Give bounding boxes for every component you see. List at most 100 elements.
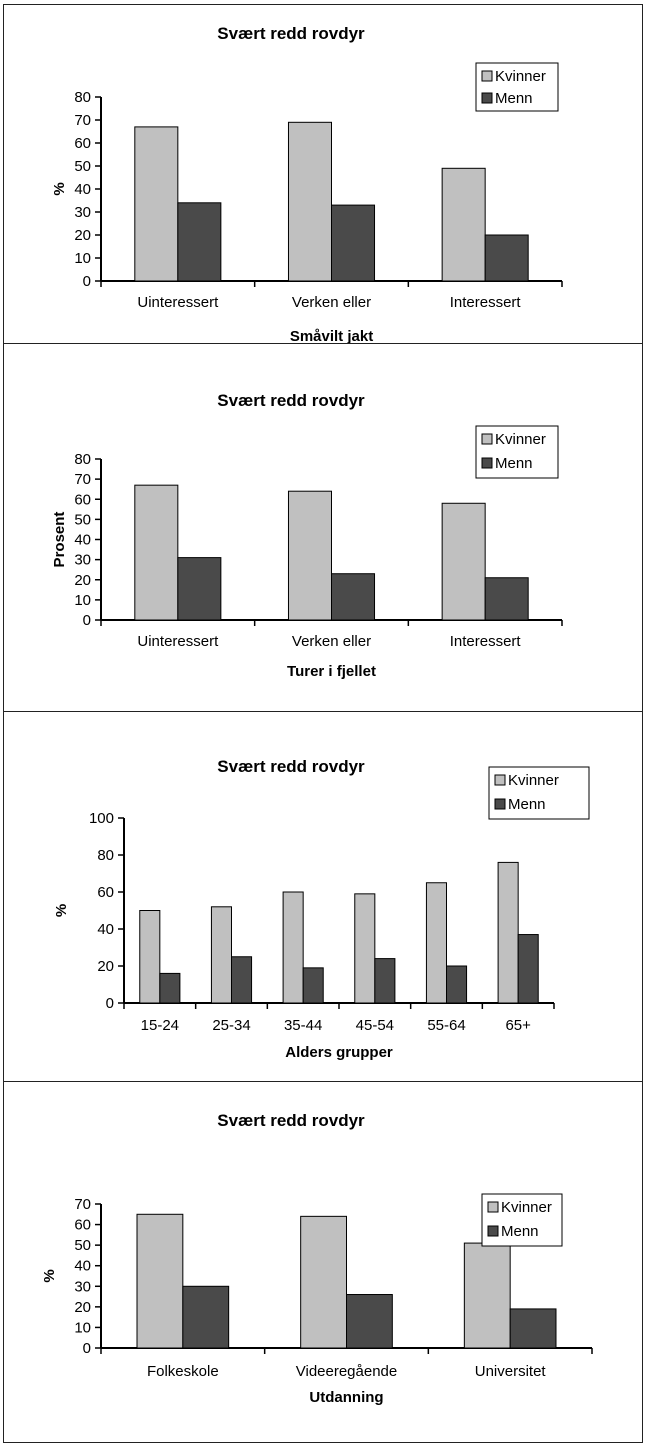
y-tick-label: 20 [74,572,91,589]
chart-svg: Svært redd rovdyr 0 10 20 30 40 50 60 70 80% Uinte… [51,24,563,345]
legend-swatch-menn [494,798,506,810]
bar-kvinner [354,893,376,1004]
legend-label-kvinner: Kvinner [508,772,559,789]
bar-kvinner [287,121,332,282]
bar-kvinner [497,861,519,1004]
y-tick-label: 100 [89,810,114,827]
legend-label-menn: Menn [495,455,533,472]
y-axis-label: % [53,904,70,917]
legend-swatch-kvinner [487,1201,499,1213]
bar-kvinner [441,502,486,621]
y-tick-label: 80 [74,451,91,468]
bar-menn [374,958,396,1004]
y-tick-label: 60 [74,1217,91,1234]
bar-menn [302,967,324,1004]
x-tick-label: Uinteressert [137,294,219,311]
chart-panel-3: Svært redd rovdyr 0 20 40 60 80 100% 15-24 25-34… [3,712,643,1082]
legend-swatch-menn [481,92,493,104]
y-tick-label: 0 [106,995,114,1012]
chart-svg: Svært redd rovdyr 0 20 40 60 80 100% 15-24 25-34… [53,757,590,1061]
bar-menn [446,965,468,1004]
legend-label-menn: Menn [501,1223,539,1240]
y-tick-label: 30 [74,1278,91,1295]
bar-menn [159,972,181,1004]
x-tick-label: Universitet [475,1363,547,1380]
x-tick-label: 15-24 [141,1017,179,1034]
y-tick-label: 60 [74,135,91,152]
x-tick-label: Interessert [450,633,522,650]
bar-kvinner [463,1242,511,1349]
chart-panel-2: Svært redd rovdyr 0 10 20 30 40 50 60 70 80 Prosen… [3,344,643,712]
bar-kvinner [300,1215,348,1349]
y-tick-label: 50 [74,158,91,175]
x-tick-label: Folkeskole [147,1363,219,1380]
bar-menn [484,577,529,621]
bar-kvinner [139,910,161,1004]
x-axis-label: Utdanning [309,1389,383,1406]
y-tick-label: 70 [74,1196,91,1213]
y-tick-label: 10 [74,1319,91,1336]
bar-menn [331,204,376,282]
bar-menn [177,557,222,621]
legend-label-kvinner: Kvinner [501,1199,552,1216]
y-tick-label: 20 [74,227,91,244]
bar-kvinner [210,906,232,1004]
y-tick-label: 0 [83,612,91,629]
y-tick-label: 60 [97,884,114,901]
x-tick-label: Uinteressert [137,633,219,650]
bar-menn [331,573,376,621]
bar-menn [517,934,539,1004]
bar-kvinner [425,882,447,1004]
y-tick-label: 40 [74,1258,91,1275]
y-axis-label: % [41,1269,58,1282]
legend-label-menn: Menn [508,796,546,813]
x-tick-label: Verken eller [292,633,371,650]
y-tick-label: 30 [74,552,91,569]
bar-kvinner [136,1213,184,1349]
x-tick-label: 45-54 [356,1017,394,1034]
x-tick-label: 55-64 [427,1017,465,1034]
y-tick-label: 80 [97,847,114,864]
x-axis-label: Alders grupper [285,1044,393,1061]
y-tick-label: 10 [74,250,91,267]
chart-title: Svært redd rovdyr [217,391,365,410]
y-tick-label: 0 [83,1340,91,1357]
x-tick-label: 25-34 [212,1017,250,1034]
chart-panel-4: Svært redd rovdyr 0 10 20 30 40 50 60 70% Folkesk… [3,1082,643,1443]
legend-label-kvinner: Kvinner [495,68,546,85]
x-tick-label: 65+ [505,1017,531,1034]
x-tick-label: 35-44 [284,1017,322,1034]
y-tick-label: 40 [74,181,91,198]
legend-swatch-kvinner [481,70,493,82]
y-tick-label: 80 [74,89,91,106]
y-tick-label: 10 [74,592,91,609]
y-tick-label: 60 [74,491,91,508]
y-tick-label: 50 [74,1237,91,1254]
x-axis-label: Småvilt jakt [290,328,373,343]
y-axis-label: Prosent [51,512,68,568]
chart-panel-1: Svært redd rovdyr 0 10 20 30 40 50 60 70 80% Uinte… [3,4,643,345]
legend-swatch-menn [487,1225,499,1237]
x-tick-label: Interessert [450,294,522,311]
chart-title: Svært redd rovdyr [217,1111,365,1130]
x-tick-label: Verken eller [292,294,371,311]
legend-swatch-menn [481,457,493,469]
y-tick-label: 0 [83,273,91,290]
bar-menn [484,234,529,282]
x-tick-label: Videeregående [296,1363,397,1380]
bar-menn [509,1308,557,1349]
chart-svg: Svært redd rovdyr 0 10 20 30 40 50 60 70 80 Prosen… [51,391,563,680]
y-tick-label: 20 [74,1299,91,1316]
bar-kvinner [287,490,332,621]
legend-swatch-kvinner [494,774,506,786]
chart-title: Svært redd rovdyr [217,757,365,776]
bar-menn [231,956,253,1004]
y-tick-label: 40 [97,921,114,938]
y-tick-label: 70 [74,112,91,129]
y-axis-label: % [51,182,68,195]
x-axis-label: Turer i fjellet [287,663,376,680]
y-tick-label: 50 [74,511,91,528]
legend-label-menn: Menn [495,90,533,107]
chart-title: Svært redd rovdyr [217,24,365,43]
legend-box [488,766,590,820]
